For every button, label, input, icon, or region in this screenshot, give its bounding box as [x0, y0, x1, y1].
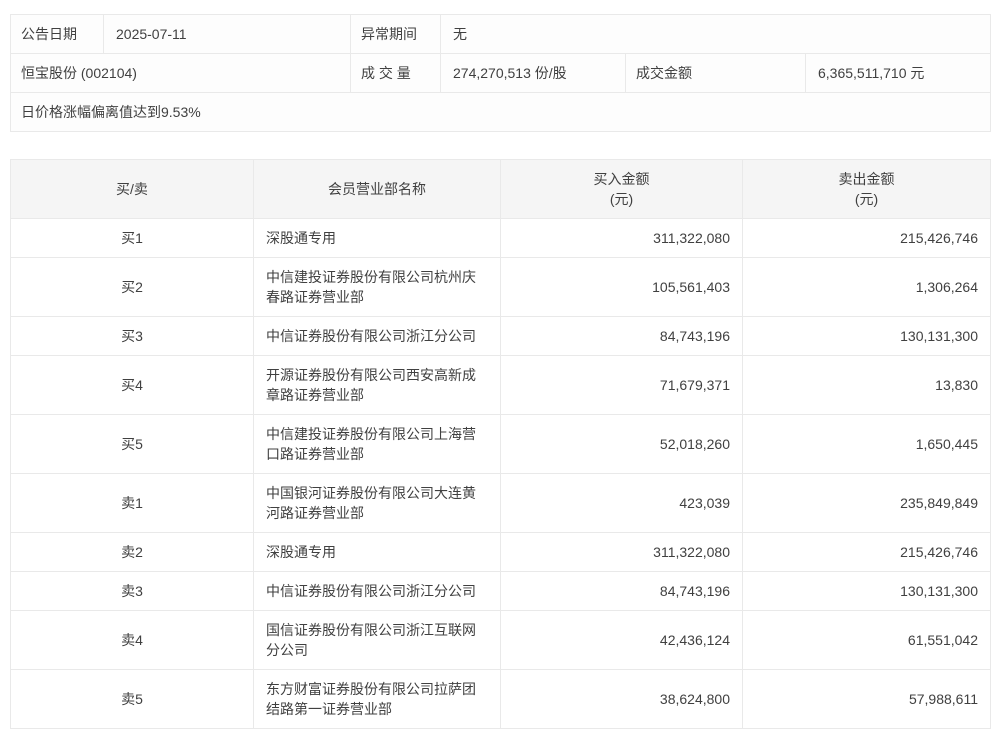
sell-amount-cell: 235,849,849 — [742, 473, 991, 533]
sell-amount-cell: 1,306,264 — [742, 257, 991, 317]
info-row-deviation: 日价格涨幅偏离值达到9.53% — [9, 92, 992, 132]
sell-amount-cell: 61,551,042 — [742, 610, 991, 670]
col-header-buy-label: 买入金额 — [593, 171, 650, 187]
announce-date-value: 2025-07-11 — [103, 14, 351, 54]
side-cell: 卖4 — [10, 610, 254, 670]
table-body: 买1 深股通专用 311,322,080 215,426,746 买2 中信建投… — [10, 218, 991, 729]
branch-cell: 中信证券股份有限公司浙江分公司 — [253, 571, 501, 611]
buy-amount-cell: 42,436,124 — [500, 610, 743, 670]
announce-date-label: 公告日期 — [10, 14, 104, 54]
table-row: 买5 中信建投证券股份有限公司上海营口路证券营业部 52,018,260 1,6… — [10, 414, 991, 474]
abnormal-period-value: 无 — [439, 14, 992, 54]
sell-amount-cell: 130,131,300 — [742, 316, 991, 356]
branch-cell: 深股通专用 — [253, 532, 501, 572]
branch-cell: 中信建投证券股份有限公司杭州庆春路证券营业部 — [253, 257, 501, 317]
col-header-branch: 会员营业部名称 — [253, 159, 501, 219]
table-header-row: 买/卖 会员营业部名称 买入金额 (元) 卖出金额 (元) — [10, 159, 991, 219]
col-header-buy-unit: (元) — [609, 191, 634, 207]
buy-amount-cell: 105,561,403 — [500, 257, 743, 317]
sell-amount-cell: 130,131,300 — [742, 571, 991, 611]
abnormal-period-label: 异常期间 — [350, 14, 441, 54]
buy-amount-cell: 52,018,260 — [500, 414, 743, 474]
branch-cell: 中信建投证券股份有限公司上海营口路证券营业部 — [253, 414, 501, 474]
buy-amount-cell: 311,322,080 — [500, 532, 743, 572]
branch-cell: 中信证券股份有限公司浙江分公司 — [253, 316, 501, 356]
buy-amount-cell: 84,743,196 — [500, 571, 743, 611]
col-header-sell-label: 卖出金额 — [838, 171, 895, 187]
table-row: 卖4 国信证券股份有限公司浙江互联网分公司 42,436,124 61,551,… — [10, 610, 991, 670]
side-cell: 卖3 — [10, 571, 254, 611]
col-header-branch-label: 会员营业部名称 — [328, 181, 426, 197]
branch-cell: 国信证券股份有限公司浙江互联网分公司 — [253, 610, 501, 670]
col-header-side: 买/卖 — [10, 159, 254, 219]
branch-cell: 深股通专用 — [253, 218, 501, 258]
side-cell: 卖2 — [10, 532, 254, 572]
side-cell: 买4 — [10, 355, 254, 415]
table-row: 买2 中信建投证券股份有限公司杭州庆春路证券营业部 105,561,403 1,… — [10, 257, 991, 317]
sell-amount-cell: 215,426,746 — [742, 218, 991, 258]
col-header-buy: 买入金额 (元) — [500, 159, 743, 219]
side-cell: 买3 — [10, 316, 254, 356]
table-row: 卖3 中信证券股份有限公司浙江分公司 84,743,196 130,131,30… — [10, 571, 991, 611]
turnover-label: 成交金额 — [625, 53, 806, 93]
table-row: 买3 中信证券股份有限公司浙江分公司 84,743,196 130,131,30… — [10, 316, 991, 356]
side-cell: 卖1 — [10, 473, 254, 533]
side-cell: 卖5 — [10, 669, 254, 729]
volume-value: 274,270,513 份/股 — [440, 53, 626, 93]
info-row-volume: 恒宝股份 (002104) 成 交 量 274,270,513 份/股 成交金额… — [10, 53, 992, 93]
sell-amount-cell: 57,988,611 — [742, 669, 991, 729]
table-row: 卖1 中国银河证券股份有限公司大连黄河路证券营业部 423,039 235,84… — [10, 473, 991, 533]
buy-amount-cell: 423,039 — [500, 473, 743, 533]
table-row: 买4 开源证券股份有限公司西安高新成章路证券营业部 71,679,371 13,… — [10, 355, 991, 415]
col-header-sell-unit: (元) — [854, 191, 879, 207]
buy-amount-cell: 84,743,196 — [500, 316, 743, 356]
turnover-value: 6,365,511,710 元 — [804, 53, 992, 93]
buy-amount-cell: 71,679,371 — [500, 355, 743, 415]
branch-cell: 中国银河证券股份有限公司大连黄河路证券营业部 — [253, 473, 501, 533]
col-header-side-label: 买/卖 — [116, 181, 148, 197]
sell-amount-cell: 1,650,445 — [742, 414, 991, 474]
side-cell: 买2 — [10, 257, 254, 317]
table-row: 买1 深股通专用 311,322,080 215,426,746 — [10, 218, 991, 258]
table-row: 卖2 深股通专用 311,322,080 215,426,746 — [10, 532, 991, 572]
side-cell: 买1 — [10, 218, 254, 258]
col-header-sell: 卖出金额 (元) — [742, 159, 991, 219]
deviation-note: 日价格涨幅偏离值达到9.53% — [9, 92, 992, 132]
sell-amount-cell: 215,426,746 — [742, 532, 991, 572]
volume-label: 成 交 量 — [350, 53, 441, 93]
branch-cell: 东方财富证券股份有限公司拉萨团结路第一证券营业部 — [253, 669, 501, 729]
buy-amount-cell: 311,322,080 — [500, 218, 743, 258]
table-row: 卖5 东方财富证券股份有限公司拉萨团结路第一证券营业部 38,624,800 5… — [10, 669, 991, 729]
info-row-date: 公告日期 2025-07-11 异常期间 无 — [10, 14, 992, 54]
spacer — [10, 132, 991, 159]
buy-amount-cell: 38,624,800 — [500, 669, 743, 729]
stock-info-panel: 公告日期 2025-07-11 异常期间 无 恒宝股份 (002104) 成 交… — [9, 14, 992, 132]
stock-name: 恒宝股份 (002104) — [10, 53, 351, 93]
broker-rank-table: 买/卖 会员营业部名称 买入金额 (元) 卖出金额 (元) 买1 深股通专用 3… — [10, 159, 991, 729]
sell-amount-cell: 13,830 — [742, 355, 991, 415]
side-cell: 买5 — [10, 414, 254, 474]
branch-cell: 开源证券股份有限公司西安高新成章路证券营业部 — [253, 355, 501, 415]
